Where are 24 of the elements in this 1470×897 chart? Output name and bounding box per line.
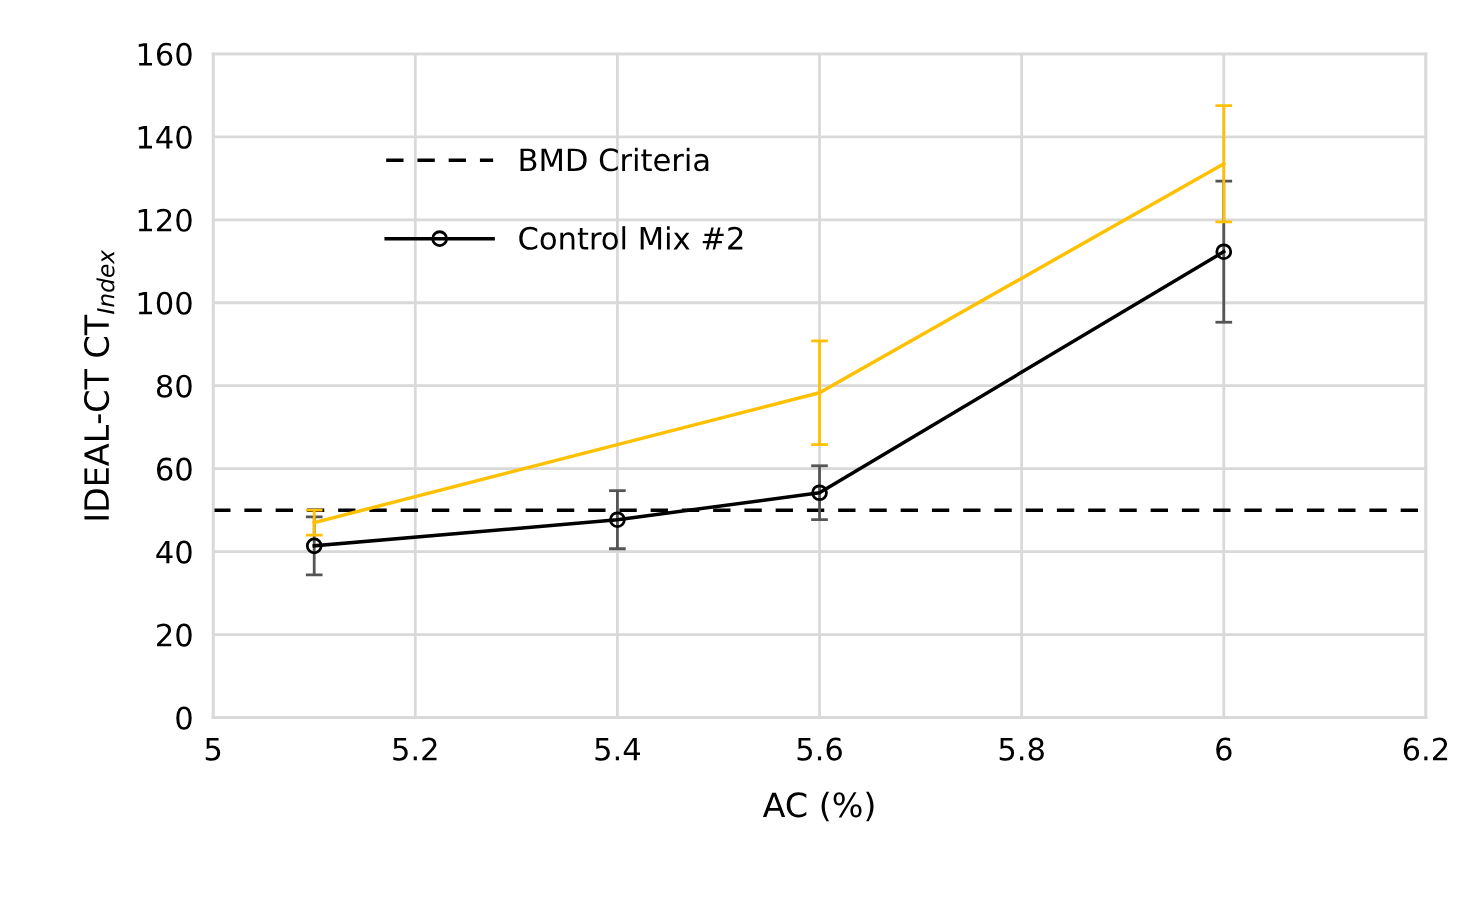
x-tick-label: 6.2 bbox=[1403, 737, 1448, 761]
y-tick-label: 20 bbox=[157, 623, 192, 647]
y-tick-label: 60 bbox=[156, 457, 192, 481]
point bbox=[305, 537, 323, 555]
y-axis-title: IDEAL-CT CT$_{Index}$ bbox=[84, 249, 115, 520]
point bbox=[1215, 243, 1233, 261]
y-tick-label: 40 bbox=[156, 540, 192, 564]
x-tick-label: 5.2 bbox=[393, 737, 437, 761]
x-tick-label: 5 bbox=[205, 737, 221, 761]
y-tick-label: 120 bbox=[138, 208, 192, 232]
x-axis-title: AC (%) bbox=[762, 791, 874, 822]
y-tick-label: 160 bbox=[138, 42, 192, 66]
x-tick-label: 5.8 bbox=[999, 737, 1044, 761]
x-tick-label: 5.6 bbox=[797, 737, 842, 761]
y-tick-label: 100 bbox=[138, 291, 192, 315]
y-tick-label: 0 bbox=[176, 706, 192, 730]
legend-label: Control Mix #2 bbox=[519, 226, 743, 250]
x-tick-label: 5.4 bbox=[595, 737, 640, 761]
y-tick-label: 80 bbox=[156, 374, 192, 398]
point bbox=[609, 511, 626, 529]
y-tick-label: 140 bbox=[138, 125, 192, 149]
x-tick-label: 6 bbox=[1216, 737, 1232, 761]
legend-label: BMD Criteria bbox=[520, 147, 709, 172]
point bbox=[811, 484, 828, 502]
